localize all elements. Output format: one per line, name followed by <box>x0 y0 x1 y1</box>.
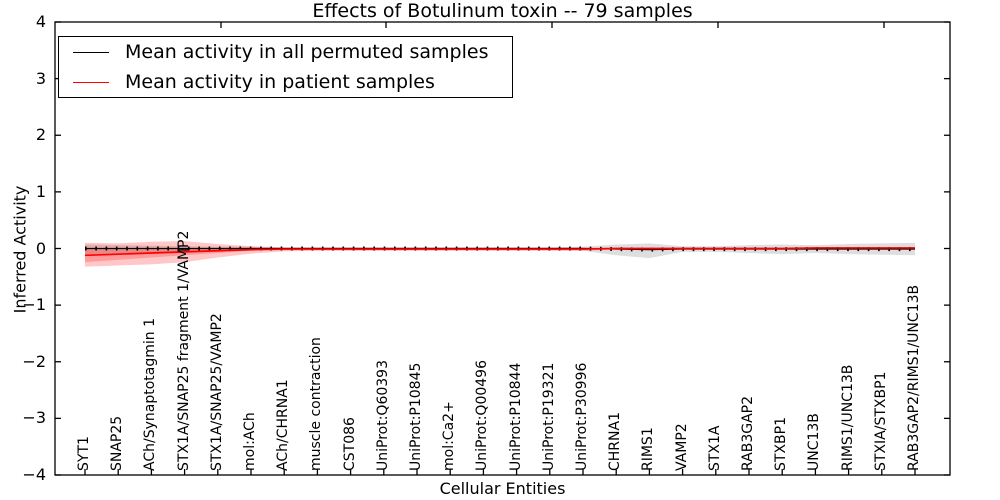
x-tick-label: UniProt:P19321 <box>540 362 557 471</box>
x-tick-label: UniProt:P10844 <box>507 362 524 471</box>
x-tick-label: RAB3GAP2 <box>740 395 756 471</box>
x-tick-label: UniProt:Q60393 <box>374 360 391 471</box>
y-tick-label: 1 <box>35 181 46 201</box>
x-tick-label: ACh/Synaptotagmin 1 <box>142 318 159 471</box>
legend-line-sample-patient <box>73 81 109 83</box>
x-tick-label: SNAP25 <box>109 415 126 471</box>
legend-entry-permuted: Mean activity in all permuted samples <box>59 39 512 66</box>
x-tick-label: CST086 <box>341 417 358 471</box>
x-tick-label: UNC13B <box>806 413 823 471</box>
y-tick-label: 3 <box>35 68 46 88</box>
legend-entry-patient: Mean activity in patient samples <box>59 69 512 96</box>
chart-title: Effects of Botulinum toxin -- 79 samples <box>312 0 693 22</box>
x-tick-label: ACh/CHRNA1 <box>275 379 292 471</box>
legend-line-sample-permuted <box>73 51 109 53</box>
x-axis-label: Cellular Entities <box>439 479 566 498</box>
x-tick-label: mol:Ca2+ <box>441 401 458 471</box>
x-tick-label: RAB3GAP2/RIMS1/UNC13B <box>906 284 922 471</box>
y-tick-label: 0 <box>35 238 46 258</box>
y-tick-label: −2 <box>22 351 46 371</box>
x-tick-label: mol:ACh <box>242 412 258 471</box>
legend-label-permuted: Mean activity in all permuted samples <box>125 41 489 63</box>
x-tick-label: RIMS1/UNC13B <box>839 364 856 471</box>
x-tick-label: CHRNA1 <box>607 412 624 471</box>
y-tick-label: −3 <box>22 408 46 428</box>
y-tick-label: −1 <box>22 295 46 315</box>
legend-label-patient: Mean activity in patient samples <box>125 71 435 93</box>
x-tick-label: UniProt:P30996 <box>574 362 590 471</box>
y-tick-label: 4 <box>35 12 46 31</box>
x-tick-label: STX1A/SNAP25/VAMP2 <box>208 313 225 471</box>
x-tick-label: UniProt:Q00496 <box>474 360 491 471</box>
x-tick-label: VAMP2 <box>673 423 690 471</box>
x-tick-label: STX1A <box>706 425 723 471</box>
x-tick-label: STXIA/STXBP1 <box>872 371 889 471</box>
x-tick-label: RIMS1 <box>640 427 657 471</box>
x-tick-label: UniProt:P10845 <box>408 362 424 471</box>
y-tick-label: −4 <box>22 465 46 484</box>
x-tick-label: STX1A/SNAP25 fragment 1/VAMP2 <box>175 230 192 471</box>
x-tick-label: STXBP1 <box>773 417 790 471</box>
x-tick-label: muscle contraction <box>308 337 325 471</box>
legend: Mean activity in all permuted samples Me… <box>58 36 513 98</box>
x-tick-label: SYT1 <box>76 436 92 471</box>
y-tick-label: 2 <box>35 125 46 145</box>
